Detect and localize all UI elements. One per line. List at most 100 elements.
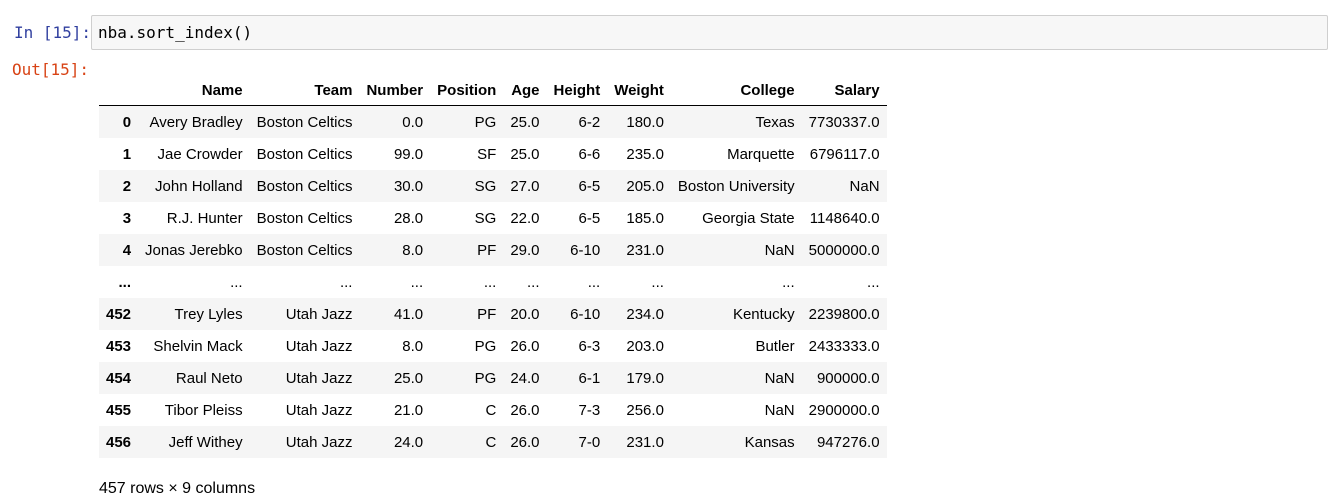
output-prompt: Out[15]: — [12, 60, 90, 79]
table-cell: 0.0 — [402, 113, 424, 131]
table-cell: Boston Celtics — [256, 209, 353, 227]
table-cell: 1148640.0 — [809, 209, 880, 227]
table-cell: Trey Lyles — [174, 305, 243, 323]
table-cell: 6-10 — [570, 241, 601, 259]
table-cell: 179.0 — [626, 369, 664, 387]
table-cell: John Holland — [155, 177, 243, 195]
table-cell: 6-2 — [578, 113, 601, 131]
column-header: Team — [249, 76, 360, 106]
table-row: 3 R.J. Hunter Boston Celtics 28.0 SG 22.0 6-5 1… — [99, 202, 887, 234]
table-cell: 185.0 — [626, 209, 664, 227]
table-cell: PF — [477, 305, 497, 323]
table-cell: 22.0 — [510, 209, 540, 227]
header-index-cell — [99, 76, 139, 106]
table-cell: 234.0 — [626, 305, 664, 323]
table-cell: Kansas — [744, 433, 795, 451]
table-cell: R.J. Hunter — [166, 209, 243, 227]
table-row: 0 Avery Bradley Boston Celtics 0.0 PG 25.0 6-2… — [99, 105, 887, 138]
table-row: 1 Jae Crowder Boston Celtics 99.0 SF 25.0 6-6 2… — [99, 138, 887, 170]
table-cell: 900000.0 — [816, 369, 880, 387]
code-text[interactable]: nba.sort_index() — [98, 23, 253, 42]
table-cell: 25.0 — [510, 113, 540, 131]
table-row: 454 Raul Neto Utah Jazz 25.0 PG 24.0 6-1 179.0 N… — [99, 362, 887, 394]
table-cell: Marquette — [727, 145, 795, 163]
table-cell: ... — [587, 273, 601, 291]
table-cell: 7730337.0 — [808, 113, 880, 131]
table-cell: 5000000.0 — [808, 241, 880, 259]
table-cell: 24.0 — [510, 369, 540, 387]
table-cell: SG — [474, 209, 497, 227]
table-cell: Utah Jazz — [285, 401, 353, 419]
dataframe-summary: 457 rows × 9 columns — [99, 480, 256, 497]
table-cell: 256.0 — [626, 401, 664, 419]
table-cell: 7-3 — [578, 401, 601, 419]
table-cell: 231.0 — [626, 433, 664, 451]
table-cell: ... — [867, 273, 880, 291]
table-cell: 6-3 — [578, 337, 601, 355]
column-header: Height — [546, 76, 608, 106]
table-cell: 25.0 — [510, 145, 540, 163]
table-cell: 7-0 — [578, 433, 601, 451]
table-cell: Jeff Withey — [168, 433, 243, 451]
table-cell: 6-5 — [578, 209, 601, 227]
header-row: Name Team Number Position Age Height Weight Col… — [99, 76, 887, 106]
table-cell: Boston Celtics — [256, 241, 353, 259]
table-cell: ... — [782, 273, 795, 291]
table-cell: 20.0 — [510, 305, 540, 323]
table-cell: 6-5 — [578, 177, 601, 195]
table-cell: NaN — [764, 241, 795, 259]
table-cell: 8.0 — [402, 241, 424, 259]
row-index-cell: 2 — [122, 177, 132, 195]
table-cell: PG — [474, 369, 497, 387]
column-header: Age — [503, 76, 547, 106]
table-cell: 26.0 — [510, 401, 540, 419]
table-cell: NaN — [764, 401, 795, 419]
column-header: Weight — [607, 76, 671, 106]
table-cell: 24.0 — [393, 433, 424, 451]
table-cell: Utah Jazz — [285, 369, 353, 387]
table-row: 4 Jonas Jerebko Boston Celtics 8.0 PF 29.0 6-1… — [99, 234, 887, 266]
table-cell: 30.0 — [393, 177, 424, 195]
table-cell: 180.0 — [626, 113, 664, 131]
row-index-cell: 455 — [106, 401, 132, 419]
table-cell: 6-6 — [578, 145, 601, 163]
table-cell: 8.0 — [402, 337, 424, 355]
table-cell: PG — [474, 113, 497, 131]
dataframe-table: Name Team Number Position Age Height Weight Col… — [99, 76, 887, 458]
table-cell: 99.0 — [393, 145, 424, 163]
row-index-cell: 454 — [106, 369, 132, 387]
table-cell: 26.0 — [510, 337, 540, 355]
table-cell: NaN — [849, 177, 880, 195]
row-index-cell: 453 — [106, 337, 132, 355]
table-cell: PF — [477, 241, 497, 259]
table-cell: PG — [474, 337, 497, 355]
column-header: Name — [138, 76, 250, 106]
table-cell: 29.0 — [510, 241, 540, 259]
row-index-cell: 456 — [106, 433, 132, 451]
table-cell: Tibor Pleiss — [164, 401, 243, 419]
table-row: 456 Jeff Withey Utah Jazz 24.0 C 26.0 7-0 231.0… — [99, 426, 887, 458]
table-cell: C — [485, 433, 497, 451]
row-index-cell: 0 — [122, 113, 132, 131]
table-cell: Butler — [755, 337, 795, 355]
column-header: Salary — [801, 76, 887, 106]
table-cell: SG — [474, 177, 497, 195]
table-header: Name Team Number Position Age Height Weight Col… — [99, 76, 887, 106]
table-cell: Kentucky — [732, 305, 795, 323]
table-body: 0 Avery Bradley Boston Celtics 0.0 PG 25.0 6-2… — [99, 105, 887, 458]
table-cell: 203.0 — [626, 337, 664, 355]
table-cell: ... — [410, 273, 424, 291]
table-row: 453 Shelvin Mack Utah Jazz 8.0 PG 26.0 6-3 203.… — [99, 330, 887, 362]
column-header: College — [670, 76, 802, 106]
table-cell: 28.0 — [393, 209, 424, 227]
table-cell: 6796117.0 — [809, 145, 880, 163]
table-cell: 2900000.0 — [808, 401, 880, 419]
table-cell: 41.0 — [393, 305, 424, 323]
table-cell: 6-10 — [570, 305, 601, 323]
table-cell: SF — [477, 145, 497, 163]
table-cell: ... — [339, 273, 353, 291]
table-cell: Utah Jazz — [285, 305, 353, 323]
table-cell: Boston Celtics — [256, 113, 353, 131]
code-input-cell[interactable]: nba.sort_index() — [91, 15, 1328, 50]
